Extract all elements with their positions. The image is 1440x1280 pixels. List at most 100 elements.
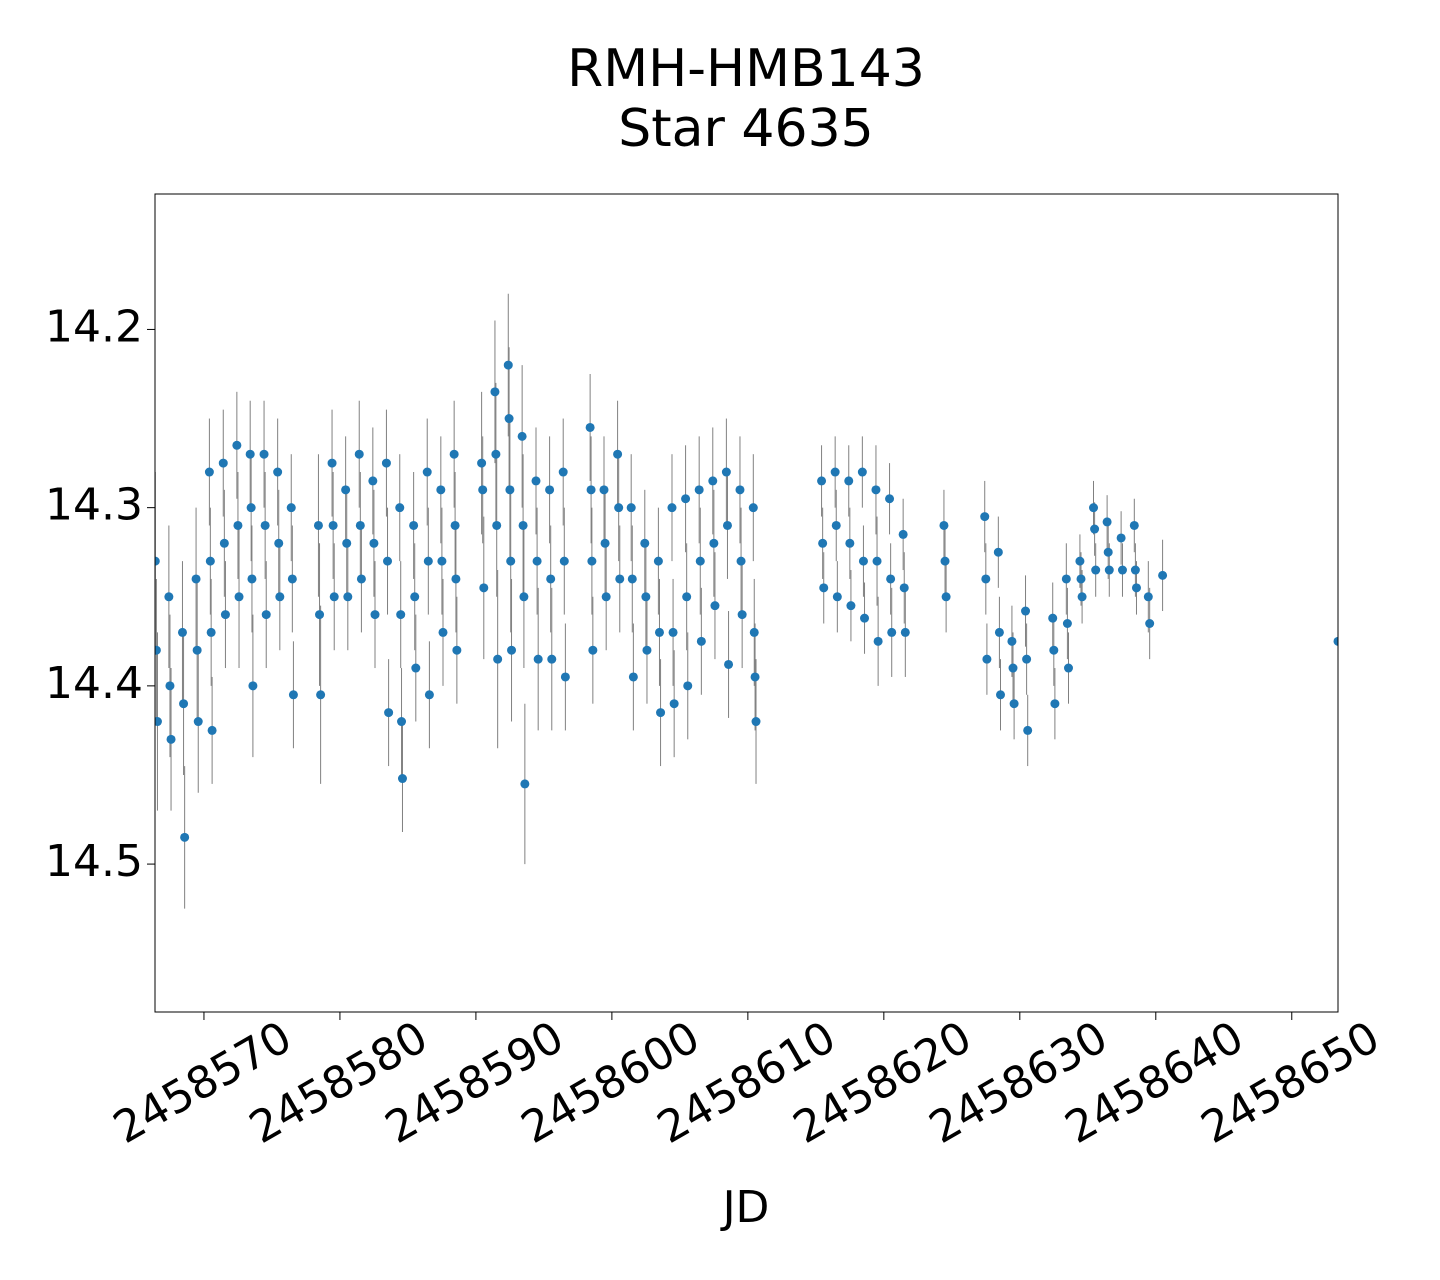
data-point bbox=[219, 538, 229, 548]
data-point bbox=[721, 467, 731, 477]
data-point bbox=[248, 681, 258, 691]
data-point bbox=[354, 449, 364, 459]
data-point bbox=[410, 592, 420, 602]
data-point bbox=[683, 681, 693, 691]
data-point bbox=[858, 556, 868, 566]
data-point bbox=[328, 520, 338, 530]
data-point bbox=[708, 476, 718, 486]
data-point bbox=[232, 440, 242, 450]
data-point bbox=[872, 556, 882, 566]
data-point bbox=[831, 520, 841, 530]
data-point bbox=[342, 538, 352, 548]
data-point bbox=[682, 592, 692, 602]
data-point bbox=[1130, 565, 1140, 575]
data-point bbox=[832, 592, 842, 602]
data-point bbox=[490, 387, 500, 397]
data-point bbox=[1076, 574, 1086, 584]
data-point bbox=[668, 627, 678, 637]
chart-title: RMH-HMB143 bbox=[567, 39, 925, 99]
data-point bbox=[613, 449, 623, 459]
data-point bbox=[1007, 636, 1017, 646]
data-point bbox=[709, 538, 719, 548]
data-point bbox=[409, 520, 419, 530]
data-point bbox=[600, 538, 610, 548]
data-point bbox=[518, 520, 528, 530]
data-point bbox=[259, 449, 269, 459]
data-point bbox=[452, 645, 462, 655]
data-point bbox=[886, 574, 896, 584]
data-point bbox=[640, 538, 650, 548]
data-point bbox=[993, 547, 1003, 557]
data-point bbox=[164, 592, 174, 602]
data-point bbox=[520, 779, 530, 789]
data-point bbox=[599, 485, 609, 495]
data-point bbox=[493, 654, 503, 664]
data-point bbox=[1090, 524, 1100, 534]
data-point bbox=[532, 556, 542, 566]
data-point bbox=[369, 538, 379, 548]
data-point bbox=[694, 485, 704, 495]
data-point bbox=[1009, 699, 1019, 709]
y-tick-label: 14.3 bbox=[45, 480, 143, 531]
data-point bbox=[397, 774, 407, 784]
data-point bbox=[287, 574, 297, 584]
data-point bbox=[1103, 547, 1113, 557]
data-point bbox=[491, 449, 501, 459]
data-point bbox=[220, 610, 230, 620]
data-point bbox=[507, 645, 517, 655]
data-point bbox=[940, 556, 950, 566]
data-point bbox=[1116, 533, 1126, 543]
data-point bbox=[384, 708, 394, 718]
data-point bbox=[626, 503, 636, 513]
data-point bbox=[1061, 574, 1071, 584]
data-point bbox=[370, 610, 380, 620]
data-point bbox=[1050, 699, 1060, 709]
data-point bbox=[478, 485, 488, 495]
data-point bbox=[900, 627, 910, 637]
data-point bbox=[327, 458, 337, 468]
data-point bbox=[1089, 503, 1099, 513]
data-point bbox=[1022, 654, 1032, 664]
data-point bbox=[1143, 592, 1153, 602]
data-point bbox=[656, 708, 666, 718]
data-point bbox=[381, 458, 391, 468]
data-point bbox=[710, 601, 720, 611]
data-point bbox=[939, 520, 949, 530]
data-point bbox=[735, 485, 745, 495]
data-point bbox=[180, 832, 190, 842]
data-point bbox=[873, 636, 883, 646]
data-point bbox=[546, 574, 556, 584]
x-axis-label: JD bbox=[720, 1182, 770, 1233]
data-point bbox=[818, 538, 828, 548]
data-point bbox=[193, 717, 203, 727]
data-point bbox=[273, 467, 283, 477]
data-point bbox=[1131, 583, 1141, 593]
data-point bbox=[1333, 636, 1338, 646]
data-point bbox=[641, 592, 651, 602]
data-point bbox=[436, 485, 446, 495]
data-point bbox=[586, 485, 596, 495]
data-point bbox=[438, 627, 448, 637]
data-point bbox=[422, 467, 432, 477]
data-point bbox=[411, 663, 421, 673]
data-point bbox=[341, 485, 351, 495]
chart-subtitle: Star 4635 bbox=[618, 99, 874, 159]
data-point bbox=[155, 645, 161, 655]
data-point bbox=[817, 476, 827, 486]
data-point bbox=[275, 592, 285, 602]
data-point bbox=[585, 422, 595, 432]
data-point bbox=[1075, 556, 1085, 566]
data-point bbox=[450, 520, 460, 530]
data-point bbox=[547, 654, 557, 664]
data-point bbox=[205, 556, 215, 566]
data-point bbox=[423, 556, 433, 566]
data-point bbox=[737, 610, 747, 620]
data-point bbox=[288, 690, 298, 700]
data-point bbox=[845, 538, 855, 548]
data-point bbox=[506, 556, 516, 566]
data-point bbox=[274, 538, 284, 548]
data-point bbox=[724, 659, 734, 669]
data-point bbox=[669, 699, 679, 709]
data-point bbox=[383, 556, 393, 566]
